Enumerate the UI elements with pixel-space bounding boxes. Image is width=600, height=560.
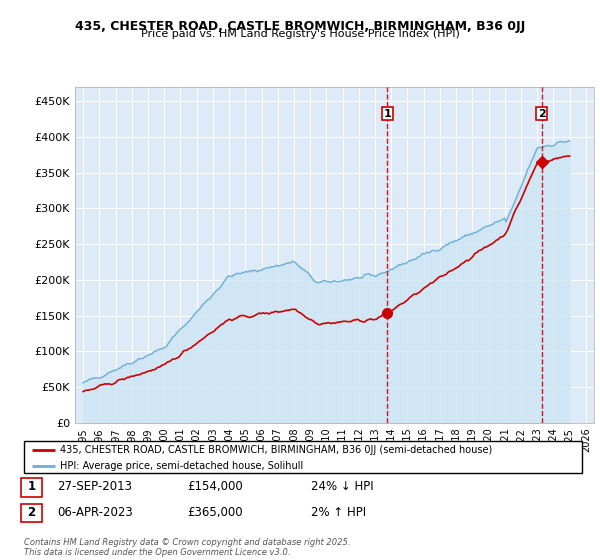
Text: £154,000: £154,000 [187, 480, 243, 493]
Text: 435, CHESTER ROAD, CASTLE BROMWICH, BIRMINGHAM, B36 0JJ: 435, CHESTER ROAD, CASTLE BROMWICH, BIRM… [75, 20, 525, 32]
Text: 24% ↓ HPI: 24% ↓ HPI [311, 480, 374, 493]
Text: 435, CHESTER ROAD, CASTLE BROMWICH, BIRMINGHAM, B36 0JJ (semi-detached house): 435, CHESTER ROAD, CASTLE BROMWICH, BIRM… [60, 445, 493, 455]
Text: £365,000: £365,000 [187, 506, 243, 519]
Text: 06-APR-2023: 06-APR-2023 [58, 506, 133, 519]
Text: Contains HM Land Registry data © Crown copyright and database right 2025.
This d: Contains HM Land Registry data © Crown c… [24, 538, 350, 557]
Text: 1: 1 [383, 109, 391, 119]
Text: Price paid vs. HM Land Registry's House Price Index (HPI): Price paid vs. HM Land Registry's House … [140, 29, 460, 39]
Text: 2: 2 [538, 109, 545, 119]
Text: 2% ↑ HPI: 2% ↑ HPI [311, 506, 367, 519]
Text: 1: 1 [28, 480, 35, 493]
FancyBboxPatch shape [21, 503, 42, 522]
Text: 2: 2 [28, 506, 35, 519]
Text: HPI: Average price, semi-detached house, Solihull: HPI: Average price, semi-detached house,… [60, 461, 304, 471]
FancyBboxPatch shape [24, 441, 582, 473]
FancyBboxPatch shape [21, 478, 42, 497]
Text: 27-SEP-2013: 27-SEP-2013 [58, 480, 133, 493]
